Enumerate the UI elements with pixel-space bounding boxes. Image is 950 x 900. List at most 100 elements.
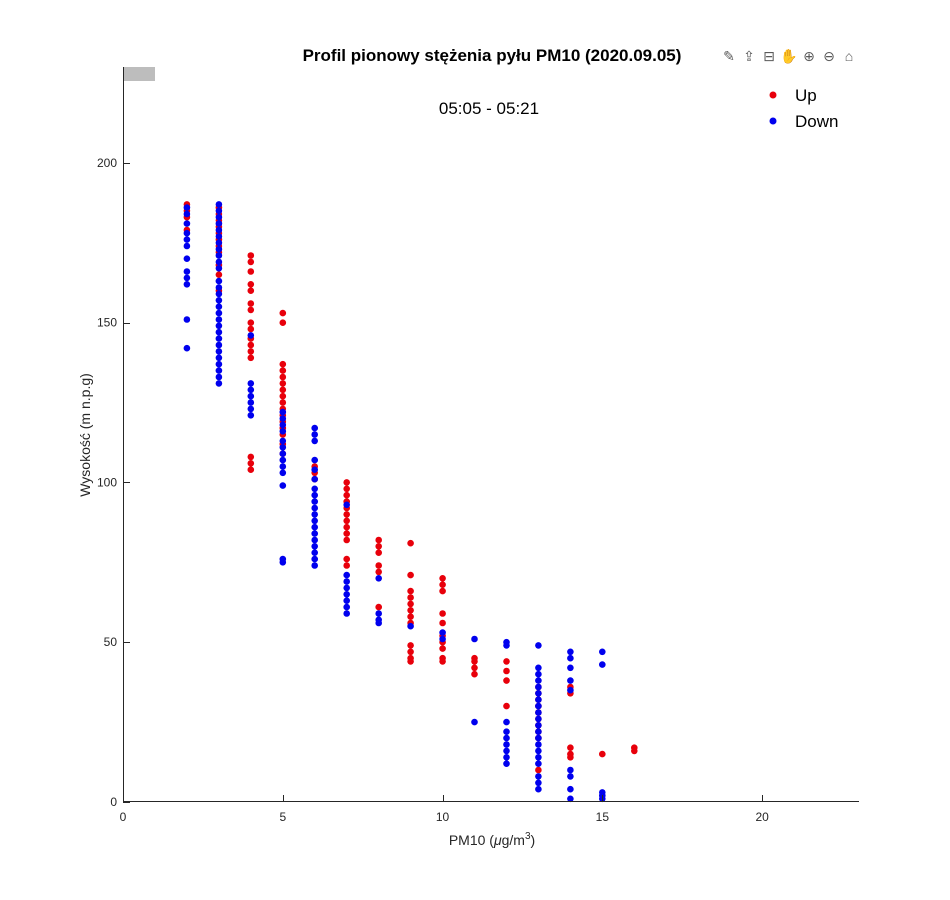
point-down [215, 303, 223, 311]
legend-label-down: Down [795, 112, 838, 131]
point-down [215, 367, 223, 374]
point-down [311, 549, 319, 556]
point-down [567, 686, 574, 694]
point-down [503, 642, 510, 649]
point-up [247, 319, 255, 327]
point-up [279, 392, 287, 400]
point-up [535, 766, 542, 774]
legend-marker-up [769, 91, 777, 99]
point-down [183, 204, 191, 211]
point-down [183, 344, 191, 352]
x-axis-label: PM10 (μg/m3) [449, 831, 535, 848]
point-down [215, 201, 223, 208]
point-down [567, 648, 574, 656]
home-icon[interactable]: ⌂ [844, 48, 854, 64]
point-up [439, 587, 446, 595]
plot-area [183, 201, 638, 803]
point-up [407, 594, 414, 601]
point-down [247, 405, 255, 413]
point-down [567, 654, 574, 662]
point-down [215, 348, 223, 355]
point-down [599, 648, 606, 656]
point-down [535, 709, 542, 716]
point-down [247, 392, 255, 400]
brush-icon[interactable]: ✎ [723, 47, 735, 64]
point-down [567, 795, 574, 803]
point-up [439, 645, 446, 652]
export-icon[interactable]: ⇪ [743, 47, 755, 64]
point-down [247, 332, 255, 339]
point-down [215, 309, 223, 317]
point-up [343, 555, 351, 563]
point-up [279, 360, 287, 368]
point-down [311, 530, 319, 537]
point-down [439, 629, 446, 636]
point-down [343, 501, 351, 509]
point-down [535, 702, 542, 710]
point-up [471, 658, 478, 665]
point-up [279, 309, 287, 317]
point-down [215, 380, 223, 387]
point-down [247, 380, 255, 387]
point-down [215, 335, 223, 342]
point-down [535, 690, 542, 697]
point-down [311, 562, 319, 569]
point-up [567, 754, 574, 761]
point-down [375, 610, 383, 617]
point-down [279, 559, 287, 566]
point-up [247, 258, 255, 266]
zoom-out-icon[interactable]: ⊖ [823, 47, 835, 64]
point-up [407, 600, 414, 608]
point-up [375, 543, 383, 550]
point-down [215, 226, 223, 234]
point-up [247, 281, 255, 288]
point-up [471, 664, 478, 672]
point-down [215, 213, 223, 221]
point-up [247, 341, 255, 349]
point-down [343, 597, 351, 604]
point-down [183, 236, 191, 243]
point-down [311, 456, 319, 464]
point-up [343, 485, 351, 493]
legend-label-up: Up [795, 86, 817, 105]
chart-title: Profil pionowy stężenia pyłu PM10 (2020.… [303, 46, 682, 65]
point-down [215, 277, 223, 285]
point-up [215, 271, 223, 279]
point-down [215, 297, 223, 304]
point-up [247, 460, 255, 467]
y-tick-label: 200 [97, 156, 117, 170]
axes-background [123, 67, 858, 802]
point-up [407, 648, 414, 656]
point-up [407, 642, 414, 649]
point-up [343, 511, 351, 518]
pan-icon[interactable]: ✋ [780, 47, 798, 64]
point-up [407, 607, 414, 614]
point-down [311, 511, 319, 518]
point-down [567, 785, 574, 793]
point-down [535, 785, 542, 793]
zoom-in-icon[interactable]: ⊕ [803, 47, 815, 64]
point-down [343, 578, 351, 585]
point-down [311, 466, 319, 474]
point-up [247, 325, 255, 333]
point-down [567, 773, 574, 780]
x-tick-label: 0 [120, 810, 127, 824]
point-down [279, 463, 287, 470]
point-up [279, 386, 287, 394]
point-down [535, 664, 542, 672]
x-tick-label: 20 [755, 810, 769, 824]
point-down [535, 670, 542, 678]
point-up [375, 549, 383, 556]
point-down [567, 766, 574, 774]
point-up [439, 610, 446, 617]
point-down [279, 469, 287, 477]
point-up [247, 306, 255, 314]
series-down [183, 201, 606, 803]
point-up [247, 348, 255, 355]
point-down [567, 677, 574, 684]
point-down [343, 610, 351, 617]
datatip-icon[interactable]: ⊟ [763, 47, 775, 64]
point-down [215, 316, 223, 323]
point-down [183, 210, 191, 218]
